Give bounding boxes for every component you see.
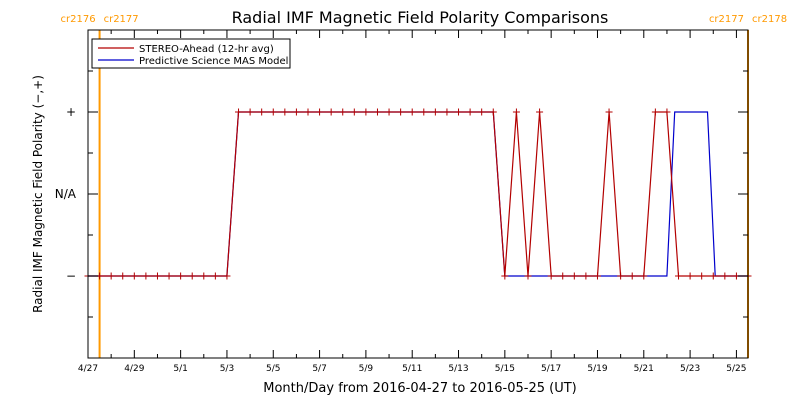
data-point bbox=[489, 108, 497, 116]
data-point bbox=[107, 272, 115, 280]
data-point bbox=[582, 272, 590, 280]
legend: STEREO-Ahead (12-hr avg) Predictive Scie… bbox=[91, 38, 291, 69]
data-point bbox=[686, 272, 694, 280]
data-point bbox=[501, 272, 509, 280]
data-point bbox=[200, 272, 208, 280]
series-lines bbox=[84, 108, 752, 280]
y-axis-label: Radial IMF Magnetic Field Polarity (−,+) bbox=[31, 75, 45, 313]
legend-label-stereo: STEREO-Ahead (12-hr avg) bbox=[139, 44, 274, 55]
data-point bbox=[466, 108, 474, 116]
data-point bbox=[258, 108, 266, 116]
data-point bbox=[617, 272, 625, 280]
data-point bbox=[478, 108, 486, 116]
data-point bbox=[663, 108, 671, 116]
data-point bbox=[292, 108, 300, 116]
data-point bbox=[211, 272, 219, 280]
x-tick-label: 5/7 bbox=[312, 364, 326, 374]
data-point bbox=[362, 108, 370, 116]
x-tick-label: 5/3 bbox=[220, 364, 234, 374]
data-point bbox=[177, 272, 185, 280]
data-point bbox=[431, 108, 439, 116]
data-point bbox=[675, 272, 683, 280]
data-point bbox=[651, 108, 659, 116]
data-point bbox=[281, 108, 289, 116]
data-point bbox=[547, 272, 555, 280]
data-point bbox=[269, 108, 277, 116]
legend-box bbox=[91, 38, 291, 69]
x-tick-label: 5/9 bbox=[359, 364, 374, 374]
data-point bbox=[130, 272, 138, 280]
x-tick-label: 5/21 bbox=[634, 364, 654, 374]
data-point bbox=[246, 108, 254, 116]
data-point bbox=[142, 272, 150, 280]
x-axis-label: Month/Day from 2016-04-27 to 2016-05-25 … bbox=[263, 381, 576, 396]
chart-title: Radial IMF Magnetic Field Polarity Compa… bbox=[232, 8, 609, 27]
carrington-label-before: cr2177 bbox=[709, 14, 744, 25]
data-point bbox=[350, 108, 358, 116]
x-tick-label: 5/23 bbox=[680, 364, 700, 374]
data-point bbox=[420, 108, 428, 116]
data-point bbox=[408, 108, 416, 116]
x-tick-label: 5/19 bbox=[587, 364, 607, 374]
data-point bbox=[512, 108, 520, 116]
data-point bbox=[235, 108, 243, 116]
carrington-label-after: cr2178 bbox=[752, 14, 787, 25]
data-point bbox=[119, 272, 127, 280]
x-tick-label: 5/25 bbox=[726, 364, 746, 374]
data-point bbox=[327, 108, 335, 116]
data-point bbox=[153, 272, 161, 280]
data-point bbox=[570, 272, 578, 280]
legend-label-model: Predictive Science MAS Model bbox=[139, 56, 288, 67]
x-tick-label: 5/17 bbox=[541, 364, 561, 374]
y-tick-label: N/A bbox=[55, 187, 77, 201]
series-line-stereo bbox=[88, 111, 748, 277]
data-point bbox=[721, 272, 729, 280]
data-point bbox=[524, 272, 532, 280]
x-tick-label: 5/11 bbox=[402, 364, 422, 374]
data-point bbox=[397, 108, 405, 116]
x-tick-label: 4/27 bbox=[78, 364, 98, 374]
y-tick-label: + bbox=[66, 105, 76, 119]
data-point bbox=[316, 108, 324, 116]
data-point bbox=[536, 108, 544, 116]
data-point bbox=[443, 108, 451, 116]
data-point bbox=[559, 272, 567, 280]
x-tick-label: 5/1 bbox=[173, 364, 187, 374]
data-point bbox=[339, 108, 347, 116]
data-point bbox=[223, 272, 231, 280]
x-tick-label: 5/5 bbox=[266, 364, 280, 374]
data-point bbox=[304, 108, 312, 116]
carrington-label-before: cr2176 bbox=[61, 14, 96, 25]
data-point bbox=[165, 272, 173, 280]
data-point bbox=[373, 108, 381, 116]
data-point bbox=[698, 272, 706, 280]
data-point bbox=[455, 108, 463, 116]
data-point bbox=[628, 272, 636, 280]
data-point bbox=[593, 272, 601, 280]
y-tick-label: − bbox=[66, 269, 76, 283]
carrington-label-after: cr2177 bbox=[104, 14, 139, 25]
data-point bbox=[385, 108, 393, 116]
x-tick-label: 5/15 bbox=[495, 364, 515, 374]
y-axis: − N/A + bbox=[55, 70, 748, 318]
data-point bbox=[188, 272, 196, 280]
data-point bbox=[709, 272, 717, 280]
x-tick-label: 4/29 bbox=[124, 364, 144, 374]
data-point bbox=[640, 272, 648, 280]
x-tick-label: 5/13 bbox=[448, 364, 468, 374]
data-point bbox=[605, 108, 613, 116]
x-axis: 4/27 4/29 5/1 5/3 5/5 5/7 5/9 5/11 5/13 5/15 5/17 5… bbox=[78, 30, 747, 374]
